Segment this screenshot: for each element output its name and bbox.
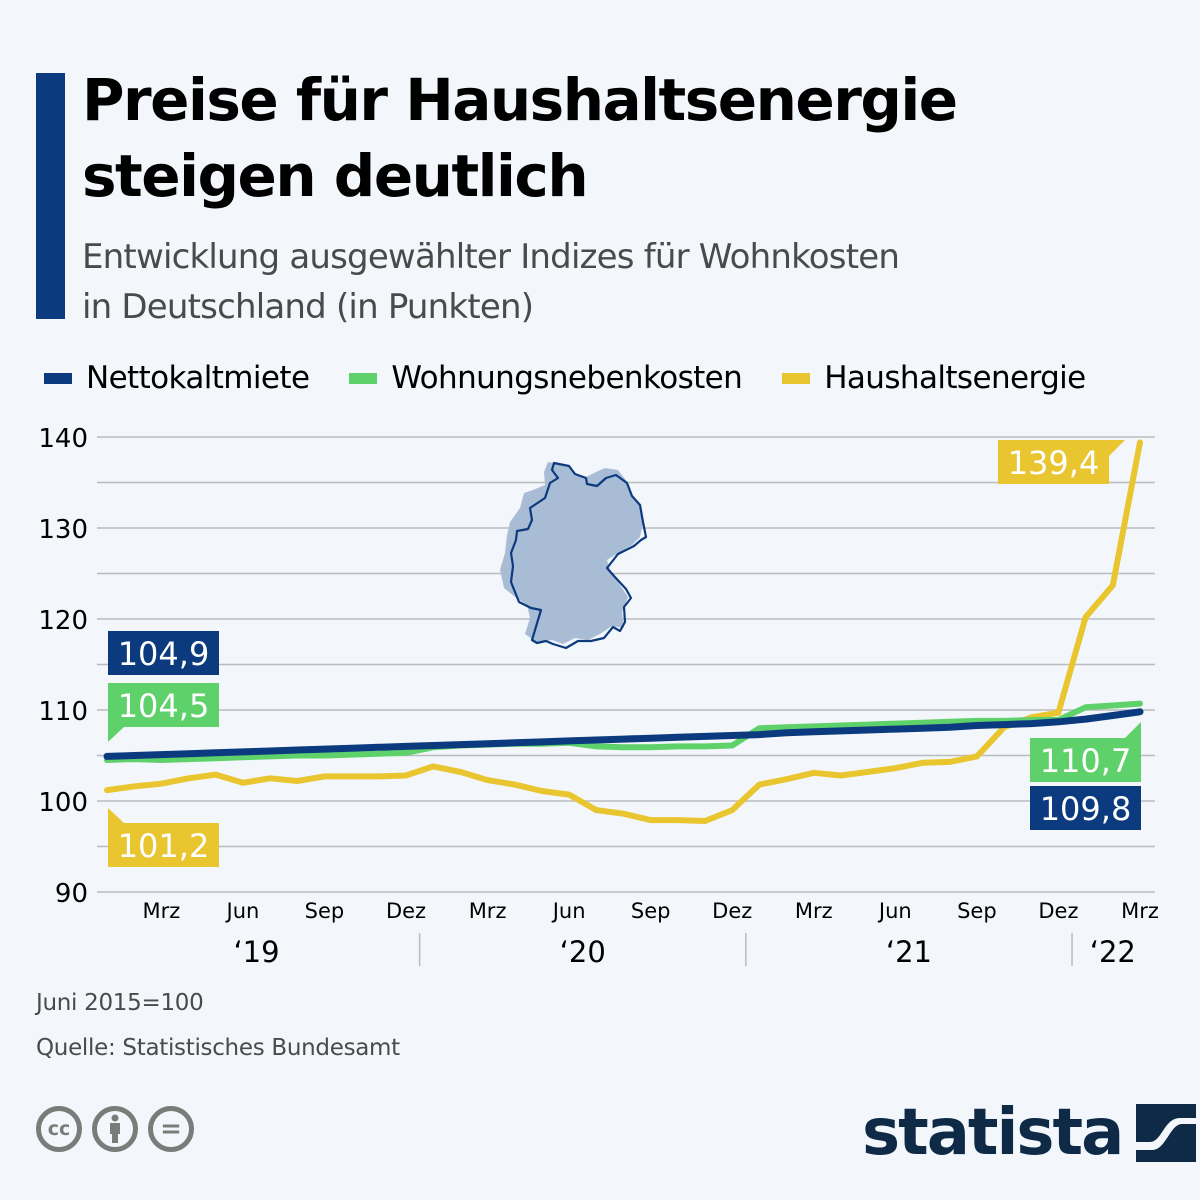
legend-swatch-haushaltsenergie	[782, 372, 811, 384]
series-lines	[103, 439, 1144, 824]
legend-swatch-wohnungsnebenkosten	[349, 372, 378, 384]
y-tick-label: 110	[38, 697, 88, 727]
legend-label: Nettokaltmiete	[86, 360, 310, 396]
no-derivatives-icon[interactable]: =	[148, 1106, 194, 1152]
data-label-box	[108, 683, 219, 727]
data-label-text: 139,4	[1008, 444, 1100, 482]
data-label-haushaltsenergie-end: 139,4	[998, 440, 1125, 484]
title-line-2: steigen deutlich	[82, 142, 589, 210]
attribution-icon[interactable]	[92, 1106, 138, 1152]
x-tick-label: Dez	[386, 899, 426, 923]
series-line-nettokaltmiete	[103, 708, 1144, 760]
data-label-box	[1030, 786, 1141, 830]
title-accent-bar	[36, 73, 65, 319]
legend: Nettokaltmiete Wohnungsnebenkosten Haush…	[44, 360, 1126, 396]
cc-icon[interactable]: cc	[36, 1106, 82, 1152]
chart-title: Preise für Haushaltsenergie steigen deut…	[82, 62, 1182, 214]
year-label: ‘19	[233, 935, 279, 969]
data-label-box	[108, 823, 219, 867]
statista-logo-icon	[1136, 1104, 1197, 1162]
data-label-pointer	[1109, 440, 1125, 456]
data-label-box	[108, 631, 219, 675]
x-axis-ticks: Mrz Jun Sep Dez Mrz Jun Sep Dez Mrz Jun Sep Dez Mrz ‘…	[142, 899, 1158, 969]
x-tick-label: Jun	[551, 899, 586, 923]
person-glyph	[110, 1114, 120, 1143]
y-axis-ticks: 90 100 110 120 130 140	[38, 424, 88, 909]
data-label-wohnungsnebenkosten-end: 110,7	[1030, 722, 1141, 782]
year-label: ‘22	[1090, 935, 1136, 969]
x-tick-label: Mrz	[469, 899, 507, 923]
data-label-wohnungsnebenkosten-start: 104,5	[108, 683, 219, 742]
series-line-haushaltsenergie	[104, 439, 1143, 824]
cc-glyph: cc	[47, 1118, 71, 1140]
data-label-box	[998, 440, 1109, 484]
data-label-text: 101,2	[118, 827, 210, 865]
data-label-text: 104,9	[118, 635, 210, 673]
data-label-pointer	[1125, 722, 1141, 738]
legend-item-wohnungsnebenkosten: Wohnungsnebenkosten	[349, 360, 743, 396]
source-note: Quelle: Statistisches Bundesamt	[36, 1035, 400, 1061]
x-tick-label: Jun	[225, 899, 260, 923]
data-label-pointer	[108, 727, 124, 742]
y-tick-label: 140	[38, 424, 88, 454]
chart-subtitle: Entwicklung ausgewählter Indizes für Woh…	[82, 232, 1182, 332]
data-label-nettokaltmiete-end: 109,8	[1030, 786, 1141, 830]
base-note: Juni 2015=100	[36, 990, 204, 1016]
license-icons: cc =	[36, 1106, 204, 1152]
legend-swatch-nettokaltmiete	[44, 372, 72, 384]
legend-label: Haushaltsenergie	[824, 360, 1086, 396]
x-tick-label: Mrz	[1121, 899, 1159, 923]
year-label: ‘20	[560, 935, 606, 969]
data-label-box	[1030, 738, 1141, 782]
title-line-1: Preise für Haushaltsenergie	[82, 66, 958, 134]
y-tick-label: 90	[55, 879, 88, 909]
brand-wordmark: statista	[862, 1096, 1124, 1170]
line-chart: 90 100 110 120 130 140 Mrz Jun Sep Dez Mrz Jun Sep D…	[38, 424, 1159, 969]
x-tick-label: Sep	[305, 899, 345, 923]
data-label-text: 110,7	[1040, 742, 1132, 780]
subtitle-line-2: in Deutschland (in Punkten)	[82, 287, 534, 327]
germany-map-outline	[509, 461, 648, 650]
legend-item-nettokaltmiete: Nettokaltmiete	[44, 360, 310, 396]
data-label-text: 104,5	[118, 687, 210, 725]
y-tick-label: 100	[38, 788, 88, 818]
x-tick-label: Sep	[631, 899, 671, 923]
equals-glyph: =	[160, 1114, 182, 1144]
y-tick-label: 120	[38, 606, 88, 636]
germany-map-shadow	[500, 462, 643, 644]
data-label-text: 109,8	[1040, 790, 1132, 828]
legend-item-haushaltsenergie: Haushaltsenergie	[782, 360, 1086, 396]
subtitle-line-1: Entwicklung ausgewählter Indizes für Woh…	[82, 237, 900, 277]
data-label-haushaltsenergie-start: 101,2	[108, 808, 219, 867]
x-tick-label: Dez	[712, 899, 752, 923]
year-label: ‘21	[886, 935, 932, 969]
x-tick-label: Jun	[877, 899, 912, 923]
x-tick-label: Mrz	[142, 899, 180, 923]
germany-map-illustration	[500, 461, 648, 650]
x-tick-label: Dez	[1038, 899, 1078, 923]
x-tick-label: Sep	[957, 899, 997, 923]
data-labels: 104,9 104,5 101,2 139,4 110,7 109,8	[108, 440, 1141, 867]
x-tick-label: Mrz	[795, 899, 833, 923]
y-tick-label: 130	[38, 515, 88, 545]
data-label-pointer	[108, 808, 124, 823]
data-label-nettokaltmiete-start: 104,9	[108, 631, 219, 675]
statista-logo[interactable]: statista	[862, 1096, 1197, 1170]
series-line-wohnungsnebenkosten	[104, 700, 1143, 763]
legend-label: Wohnungsnebenkosten	[391, 360, 743, 396]
